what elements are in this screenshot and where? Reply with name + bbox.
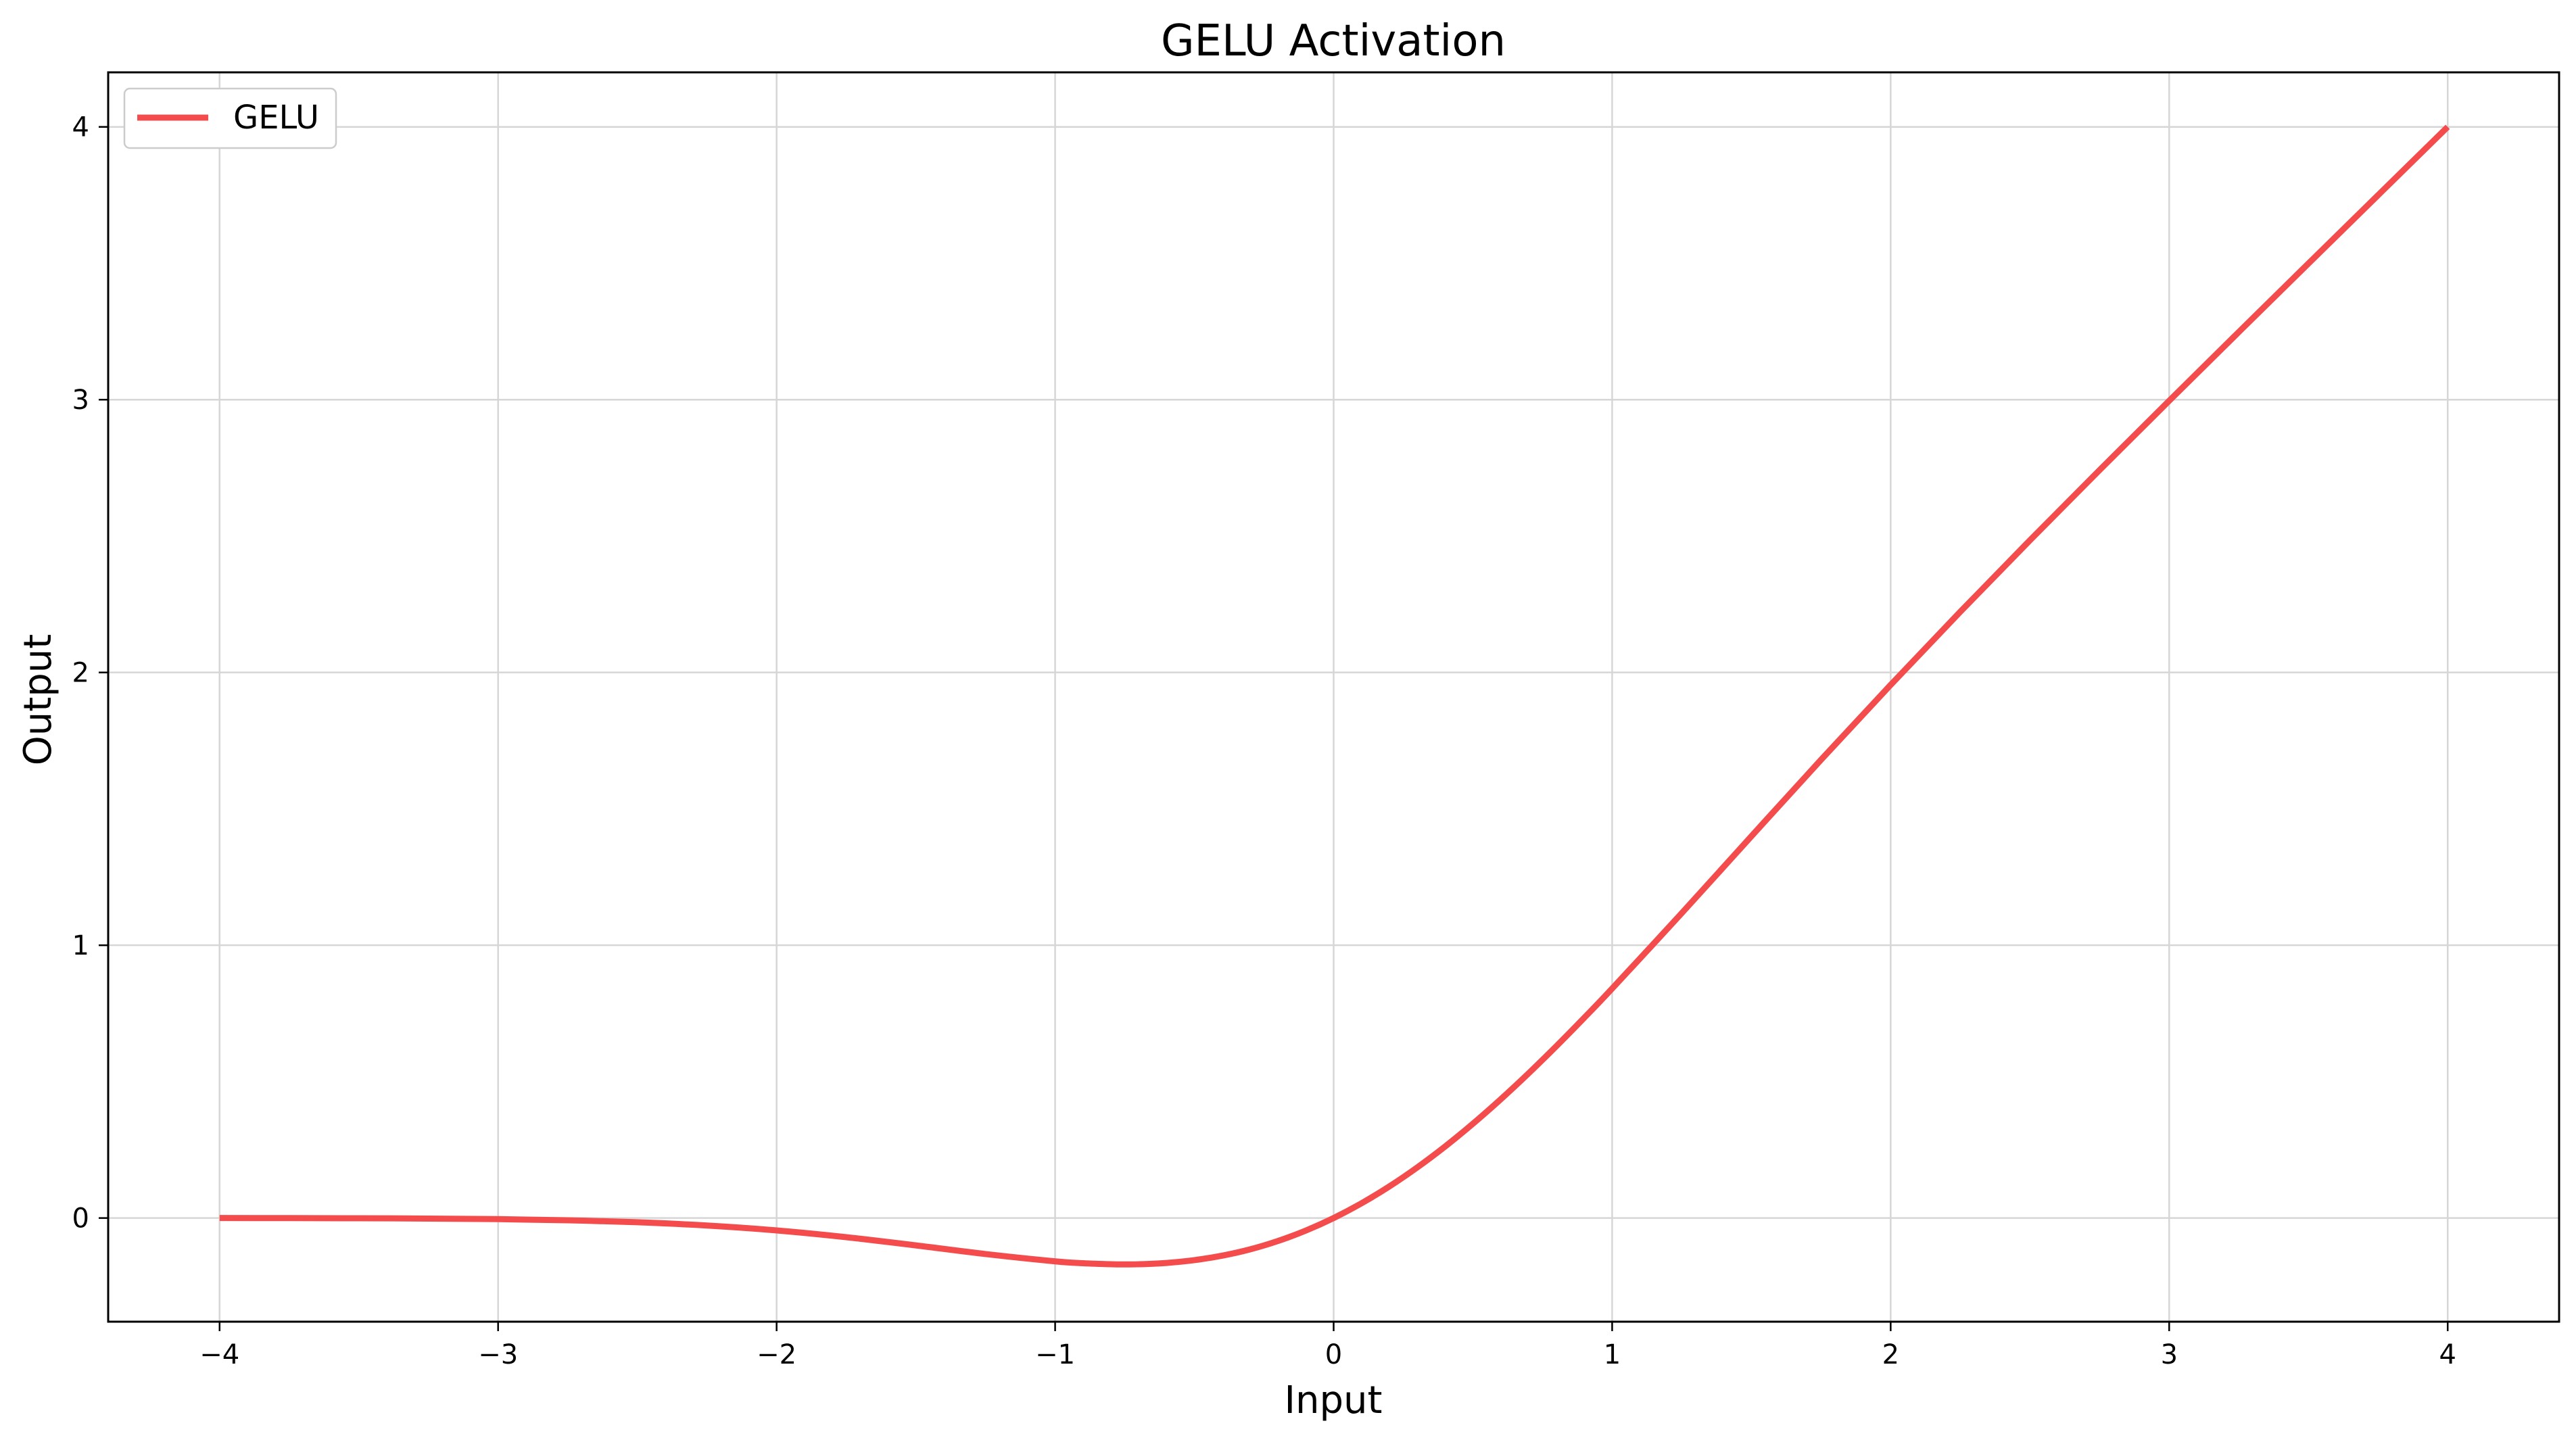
y-tick-label: 2 — [72, 658, 89, 689]
y-tick-label: 0 — [72, 1203, 89, 1234]
y-axis-label: Output — [16, 634, 60, 766]
x-tick-label: −3 — [478, 1339, 518, 1370]
legend-label-gelu: GELU — [233, 99, 319, 137]
y-tick-label: 4 — [72, 112, 89, 143]
x-tick-label: 4 — [2439, 1339, 2456, 1370]
x-tick-label: 2 — [1882, 1339, 1899, 1370]
chart-title: GELU Activation — [1161, 16, 1506, 66]
y-tick-label: 1 — [72, 930, 89, 961]
x-tick-label: 3 — [2161, 1339, 2178, 1370]
x-tick-label: −2 — [757, 1339, 796, 1370]
x-tick-label: −4 — [199, 1339, 239, 1370]
x-tick-label: 1 — [1604, 1339, 1621, 1370]
legend: GELU — [124, 89, 336, 148]
x-axis-label: Input — [1284, 1378, 1382, 1422]
x-tick-label: −1 — [1035, 1339, 1075, 1370]
x-tick-label: 0 — [1325, 1339, 1342, 1370]
y-tick-label: 3 — [72, 385, 89, 416]
